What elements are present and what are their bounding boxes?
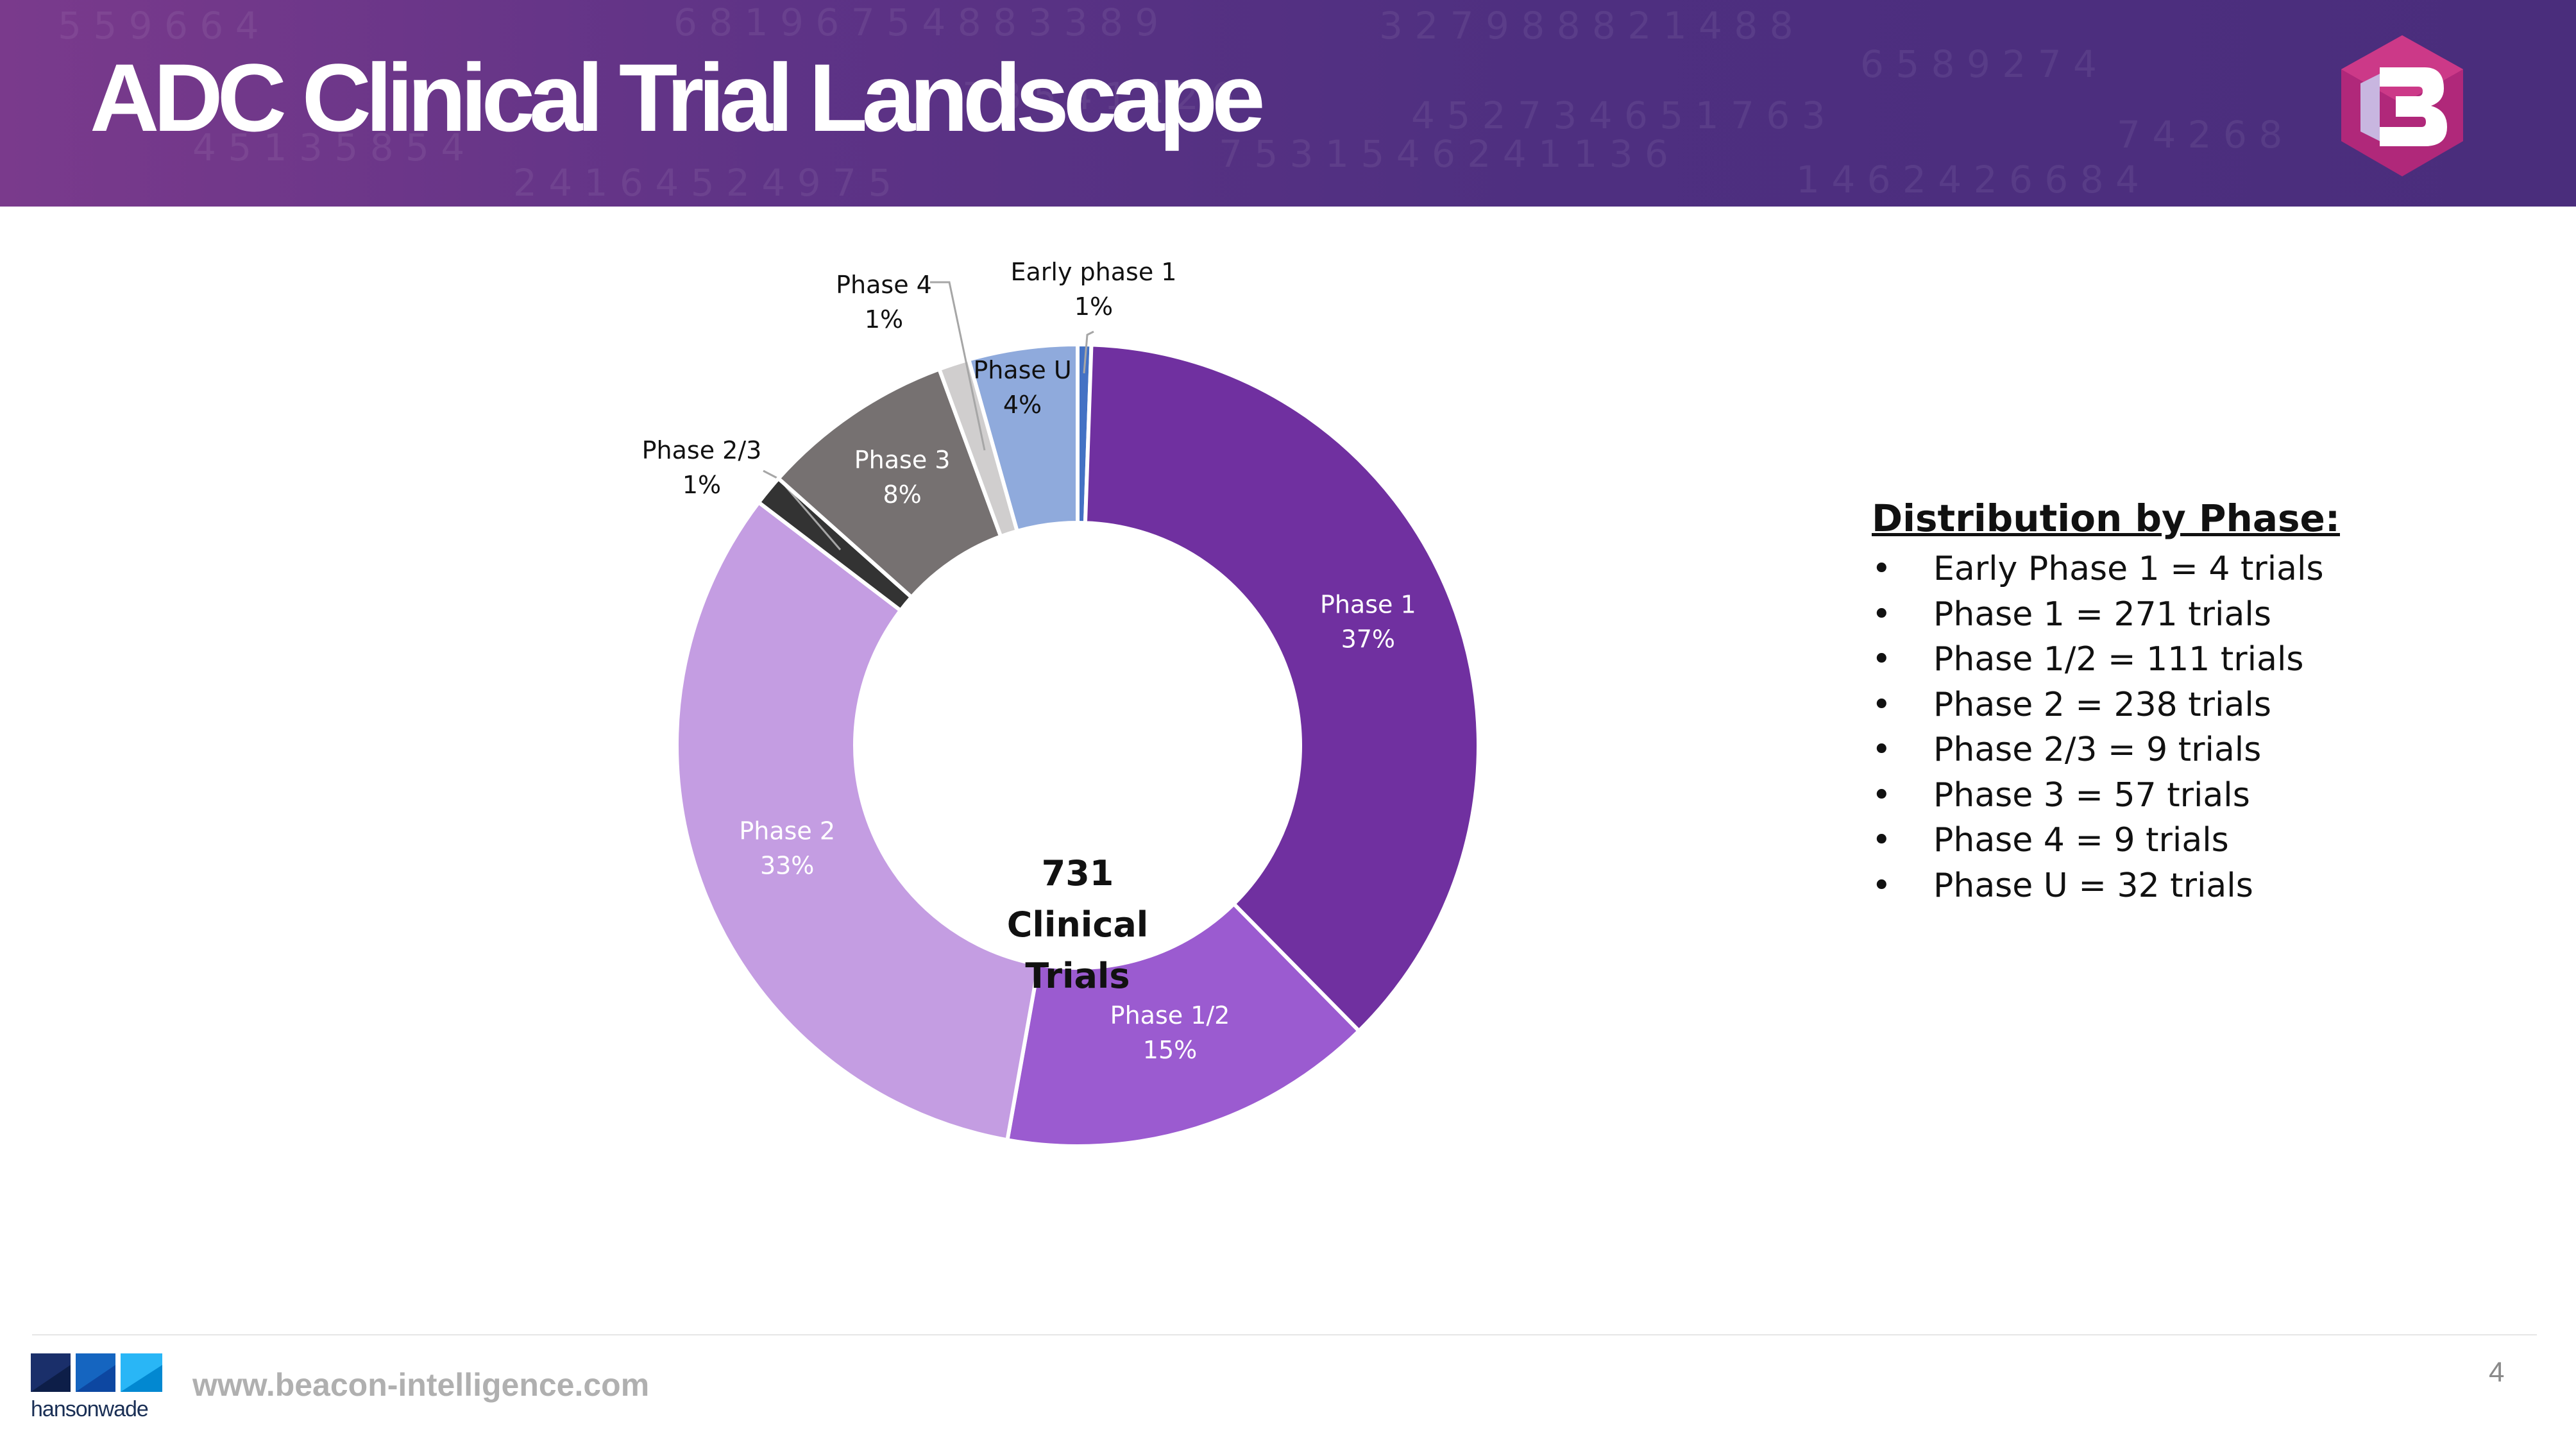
leader-line-early-phase-1 (1083, 330, 1094, 374)
slice-phase-1 (1083, 343, 1480, 1034)
donut-center-label: 731 Clinical Trials (936, 848, 1219, 1002)
svg-text:7 5 3 1 5 4 6 2 4 1 1 3 6: 7 5 3 1 5 4 6 2 4 1 1 3 6 (1219, 132, 1668, 176)
center-line-2: Clinical (1006, 904, 1149, 945)
slice-label-phase-2: Phase 2 (739, 817, 835, 845)
legend-item: Phase 1 = 271 trials (1872, 592, 2513, 638)
page-number: 4 (2489, 1357, 2505, 1388)
slice-label-phase-4: Phase 4 (836, 271, 932, 299)
slice-percent-phase-2: 33% (760, 852, 814, 880)
svg-text:6 8 1 9 6 7 5 4 8 8 3 3 8 9: 6 8 1 9 6 7 5 4 8 8 3 3 8 9 (674, 1, 1158, 44)
hansonwade-logo-icon (31, 1353, 162, 1392)
svg-text:7 8 5 4 1 4 2 6: 7 8 5 4 1 4 2 6 (962, 74, 1234, 118)
slice-percent-phase-2-3: 1% (682, 471, 721, 499)
legend-item: Phase 3 = 57 trials (1872, 773, 2513, 818)
company-logo-text: hansonwade (31, 1397, 149, 1421)
svg-text:4 5 1 3 5 8 5 4: 4 5 1 3 5 8 5 4 (192, 126, 464, 169)
legend-heading: Distribution by Phase: (1872, 496, 2341, 540)
footer-url-link[interactable]: www.beacon-intelligence.com (192, 1367, 650, 1403)
donut-chart-svg: Early phase 1 1% Phase 1 37% Phase 1/2 15% Pha… (642, 258, 1480, 1148)
slice-label-phase-1: Phase 1 (1320, 590, 1416, 618)
leader-line-phase-4 (930, 281, 986, 451)
slice-percent-phase-4: 1% (865, 305, 903, 334)
svg-text:5 5 9 6 6 4: 5 5 9 6 6 4 (58, 4, 259, 47)
legend-list: Early Phase 1 = 4 trials Phase 1 = 271 t… (1872, 546, 2513, 908)
center-line-3: Trials (1025, 956, 1130, 996)
slice-phase-2 (675, 500, 1041, 1142)
header-banner: 5 5 9 6 6 4 6 8 1 9 6 7 5 4 8 8 3 3 8 9 … (0, 0, 2576, 207)
slice-label-phase-2-3: Phase 2/3 (642, 436, 762, 464)
svg-text:6 5 8 9 2 7 4: 6 5 8 9 2 7 4 (1860, 42, 2097, 86)
legend-item: Early Phase 1 = 4 trials (1872, 546, 2513, 592)
slice-percent-phase-3: 8% (883, 480, 921, 509)
beacon-hexagon-logo-icon (2341, 35, 2463, 176)
svg-text:4 5 2 7 3 4 6 5 1 7 6 3: 4 5 2 7 3 4 6 5 1 7 6 3 (1411, 94, 1826, 137)
legend-item: Phase 1/2 = 111 trials (1872, 637, 2513, 682)
slice-phase-u (966, 342, 1080, 534)
slice-percent-phase-u: 4% (1003, 391, 1042, 419)
slice-percent-phase-1-2: 15% (1143, 1036, 1197, 1064)
slice-label-phase-1-2: Phase 1/2 (1110, 1001, 1230, 1029)
legend-item: Phase U = 32 trials (1872, 863, 2513, 909)
slice-percent-early-phase-1: 1% (1074, 292, 1113, 321)
slice-label-phase-3: Phase 3 (854, 446, 951, 474)
svg-text:3 2 7 9 8 8 8 2 1 4 8 8: 3 2 7 9 8 8 8 2 1 4 8 8 (1379, 4, 1793, 47)
svg-text:7 4 2 6 8: 7 4 2 6 8 (2117, 113, 2282, 157)
center-total: 731 (1041, 853, 1114, 894)
slice-label-phase-u: Phase U (973, 356, 1071, 384)
footer-divider (32, 1334, 2537, 1335)
svg-text:2 4 1 6 4 5 2 4 9 7 5: 2 4 1 6 4 5 2 4 9 7 5 (513, 161, 892, 205)
slice-percent-phase-1: 37% (1341, 625, 1395, 653)
donut-chart: Early phase 1 1% Phase 1 37% Phase 1/2 15% Pha… (0, 207, 2576, 1329)
phase-distribution-legend: Distribution by Phase: Early Phase 1 = 4… (1872, 494, 2513, 908)
legend-item: Phase 2 = 238 trials (1872, 682, 2513, 728)
legend-item: Phase 2/3 = 9 trials (1872, 727, 2513, 773)
header-digit-pattern: 5 5 9 6 6 4 6 8 1 9 6 7 5 4 8 8 3 3 8 9 … (58, 1, 2282, 205)
slice-phase-1-2 (1004, 901, 1362, 1148)
legend-item: Phase 4 = 9 trials (1872, 818, 2513, 863)
slice-label-early-phase-1: Early phase 1 (1011, 258, 1177, 286)
page-title: ADC Clinical Trial Landscape (90, 44, 1266, 151)
svg-text:1 4 6 2 4 2 6 6 8 4: 1 4 6 2 4 2 6 6 8 4 (1796, 158, 2139, 201)
